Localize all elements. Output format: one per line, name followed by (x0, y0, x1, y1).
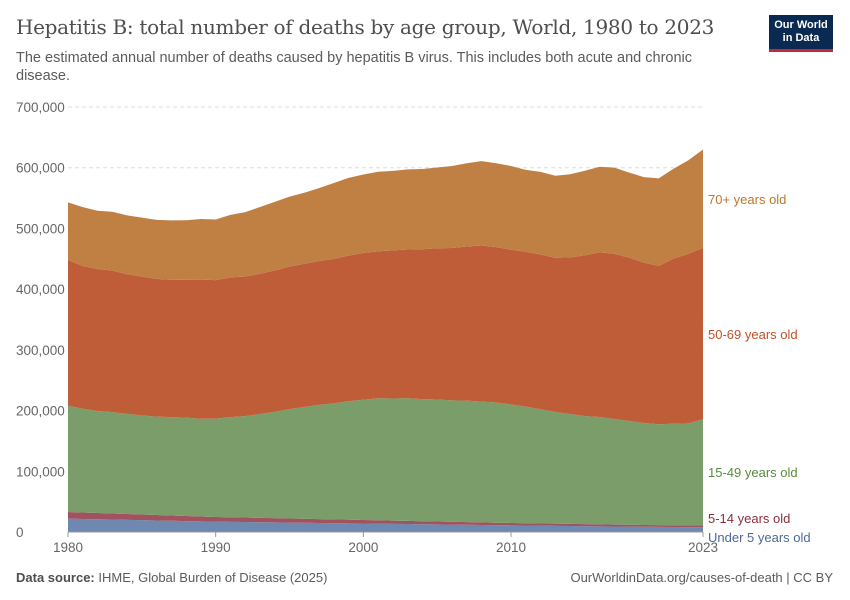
x-tick-label: 2000 (348, 540, 378, 555)
legend-label: 5-14 years old (708, 511, 790, 526)
y-tick-label: 500,000 (16, 221, 65, 236)
x-tick-label: 1980 (53, 540, 83, 555)
area-70-years-old (68, 149, 703, 281)
y-tick-label: 700,000 (16, 100, 65, 115)
y-tick-label: 200,000 (16, 404, 65, 419)
legend-label: Under 5 years old (708, 530, 811, 545)
data-source: Data source: IHME, Global Burden of Dise… (16, 570, 328, 585)
credit-link[interactable]: OurWorldinData.org/causes-of-death | CC … (570, 570, 833, 585)
y-tick-label: 600,000 (16, 161, 65, 176)
y-tick-label: 300,000 (16, 343, 65, 358)
legend-label: 15-49 years old (708, 465, 798, 480)
legend-label: 50-69 years old (708, 327, 798, 342)
chart-subtitle: The estimated annual number of deaths ca… (16, 50, 692, 84)
area-under-5-years-old (68, 518, 703, 532)
area-5-14-years-old (68, 511, 703, 528)
y-tick-label: 0 (16, 525, 24, 540)
y-tick-label: 400,000 (16, 282, 65, 297)
data-source-link[interactable]: IHME, Global Burden of Disease (2025) (98, 570, 328, 585)
x-tick-label: 1990 (201, 540, 231, 555)
legend-label: 70+ years old (708, 192, 786, 207)
y-tick-label: 100,000 (16, 464, 65, 479)
area-15-49-years-old (68, 398, 703, 526)
area-50-69-years-old (68, 245, 703, 425)
x-tick-label: 2010 (496, 540, 526, 555)
owid-logo[interactable]: Our World in Data (769, 15, 833, 52)
chart-title: Hepatitis B: total number of deaths by a… (16, 15, 715, 39)
x-tick-label: 2023 (688, 540, 718, 555)
